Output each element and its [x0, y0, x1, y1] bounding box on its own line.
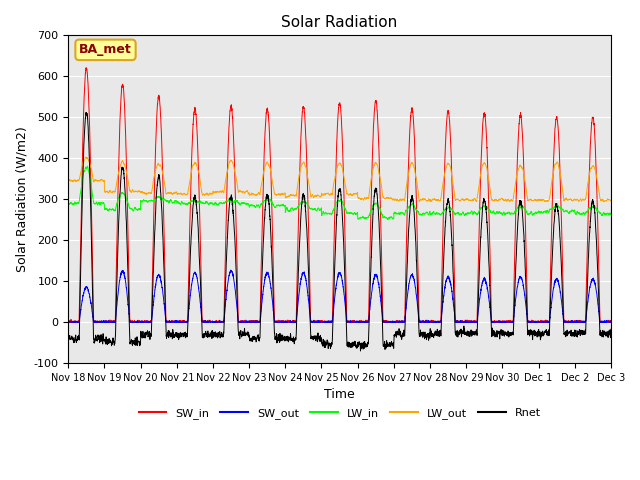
Line: Rnet: Rnet	[68, 112, 611, 351]
SW_out	[431, 319, 439, 325]
Rnet	[82, 109, 90, 115]
Rnet	[319, 338, 327, 344]
SW_out	[492, 319, 500, 325]
Line: SW_in: SW_in	[68, 68, 611, 322]
Rnet	[461, 331, 469, 336]
Rnet	[607, 326, 614, 332]
LW_in	[607, 211, 614, 216]
Rnet	[162, 323, 170, 328]
Text: BA_met: BA_met	[79, 43, 132, 56]
SW_out	[227, 267, 235, 273]
SW_in	[162, 315, 170, 321]
Y-axis label: Solar Radiation (W/m2): Solar Radiation (W/m2)	[15, 126, 28, 272]
LW_in	[84, 163, 92, 169]
SW_in	[607, 317, 614, 323]
SW_in	[431, 319, 439, 325]
LW_out	[65, 178, 72, 183]
SW_in	[461, 318, 469, 324]
LW_in	[162, 197, 170, 203]
Legend: SW_in, SW_out, LW_in, LW_out, Rnet: SW_in, SW_out, LW_in, LW_out, Rnet	[134, 403, 545, 423]
SW_in	[492, 319, 500, 325]
LW_out	[607, 198, 614, 204]
LW_out	[319, 192, 327, 198]
LW_out	[82, 154, 90, 160]
Rnet	[607, 334, 614, 339]
LW_out	[492, 197, 500, 203]
Rnet	[356, 348, 364, 354]
SW_out	[65, 318, 72, 324]
LW_in	[431, 212, 439, 217]
SW_out	[65, 319, 73, 325]
SW_out	[607, 319, 614, 325]
SW_out	[319, 319, 327, 325]
LW_out	[600, 199, 607, 204]
Line: SW_out: SW_out	[68, 270, 611, 322]
LW_out	[431, 197, 439, 203]
Title: Solar Radiation: Solar Radiation	[282, 15, 397, 30]
SW_in	[82, 65, 90, 71]
Rnet	[431, 328, 439, 334]
SW_in	[319, 319, 327, 325]
Line: LW_out: LW_out	[68, 157, 611, 202]
SW_out	[607, 318, 614, 324]
LW_in	[319, 208, 327, 214]
LW_in	[355, 216, 362, 222]
LW_in	[492, 210, 500, 216]
SW_in	[65, 319, 72, 325]
LW_in	[607, 211, 614, 217]
Rnet	[492, 330, 500, 336]
Rnet	[65, 338, 72, 344]
LW_in	[461, 212, 469, 217]
SW_out	[461, 319, 469, 325]
LW_out	[162, 191, 170, 196]
SW_out	[162, 318, 170, 324]
LW_out	[607, 197, 614, 203]
LW_in	[65, 201, 72, 207]
Line: LW_in: LW_in	[68, 166, 611, 219]
LW_out	[461, 197, 469, 203]
X-axis label: Time: Time	[324, 388, 355, 401]
SW_in	[607, 319, 614, 325]
